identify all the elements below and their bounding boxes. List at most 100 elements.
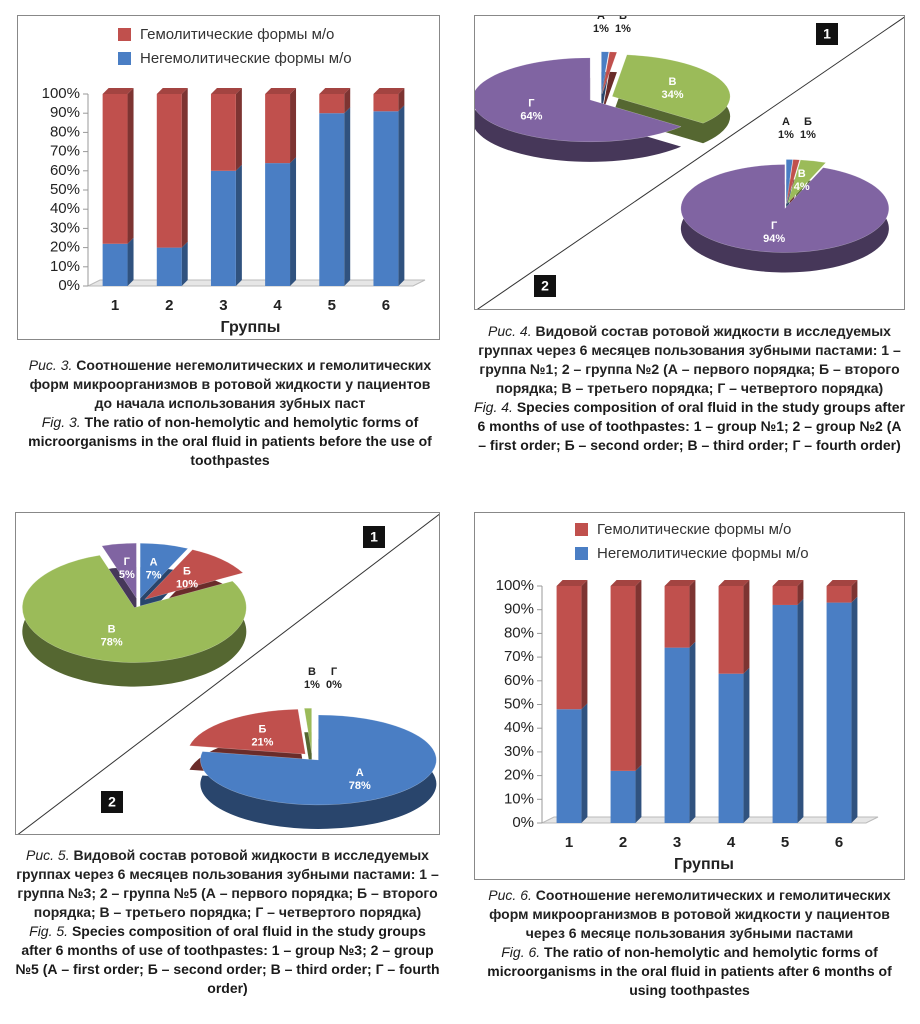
legend-swatch bbox=[118, 52, 131, 65]
y-tick-label: 60% bbox=[50, 162, 80, 179]
bar bbox=[319, 113, 345, 286]
pie-category-label: Г bbox=[771, 220, 778, 232]
caption-label: Рис. 3. bbox=[28, 357, 73, 373]
caption: Рис. 6. Соотношение негемолитических и г… bbox=[474, 886, 905, 1000]
pie-slice bbox=[601, 51, 618, 94]
caption-text: Видовой состав ротовой жидкости в исслед… bbox=[16, 847, 439, 920]
bar-side bbox=[290, 157, 297, 286]
pie-slice bbox=[787, 159, 827, 204]
bar-top bbox=[664, 580, 696, 586]
legend-label: Негемолитические формы м/о bbox=[597, 545, 809, 562]
bar bbox=[718, 586, 744, 674]
panel-badge bbox=[101, 791, 123, 813]
caption-label: Fig. 4. bbox=[474, 399, 513, 415]
pie-value-label: 34% bbox=[661, 89, 683, 101]
pie-slice bbox=[785, 159, 794, 204]
x-tick-label: 2 bbox=[165, 297, 173, 314]
bar bbox=[102, 243, 128, 286]
pie-value-label: 1% bbox=[593, 23, 609, 35]
bar-side bbox=[851, 580, 858, 603]
bar bbox=[718, 673, 744, 823]
caption: Рис. 5. Видовой состав ротовой жидкости … bbox=[15, 846, 440, 998]
y-tick-label: 50% bbox=[50, 181, 80, 198]
bar-top bbox=[319, 88, 351, 94]
legend-label: Гемолитические формы м/о bbox=[140, 26, 334, 43]
caption-label: Рис. 4. bbox=[488, 323, 532, 339]
y-tick-label: 20% bbox=[504, 767, 534, 784]
pie-slice bbox=[139, 542, 189, 599]
pie-category-label: Б bbox=[804, 116, 812, 128]
pie-category-label: Г bbox=[528, 98, 535, 110]
figure-4: А1%Б1%В34%Г64%1А1%Б1%В4%Г94%2 bbox=[474, 15, 905, 310]
bar bbox=[664, 647, 690, 823]
bar-top bbox=[718, 580, 750, 586]
bar bbox=[610, 586, 636, 771]
legend-swatch bbox=[575, 523, 588, 536]
pie-category-label: А bbox=[150, 557, 158, 569]
bar bbox=[556, 586, 582, 710]
x-axis-label: Группы bbox=[221, 319, 281, 336]
panel-label: 2 bbox=[108, 794, 116, 810]
pie-value-label: 1% bbox=[304, 679, 320, 691]
bar bbox=[265, 163, 291, 286]
diagonal bbox=[17, 513, 439, 834]
y-tick-label: 30% bbox=[50, 219, 80, 236]
caption-label: Рис. 5. bbox=[26, 847, 70, 863]
bar-side bbox=[797, 580, 804, 605]
pie-value-label: 7% bbox=[146, 570, 162, 582]
x-tick-label: 5 bbox=[781, 834, 789, 851]
y-tick-label: 40% bbox=[50, 200, 80, 217]
pie-value-label: 10% bbox=[176, 578, 198, 590]
pie-value-label: 5% bbox=[119, 569, 135, 581]
bar bbox=[156, 94, 182, 248]
caption: Рис. 3. Соотношение негемолитических и г… bbox=[20, 356, 440, 470]
pie-value-label: 1% bbox=[778, 129, 794, 141]
bar bbox=[556, 709, 582, 823]
pie-category-label: А bbox=[597, 15, 605, 22]
pie-slice bbox=[601, 51, 610, 94]
bar bbox=[210, 94, 236, 171]
y-tick-label: 10% bbox=[504, 790, 534, 807]
bar-side bbox=[290, 88, 297, 164]
pie-value-label: 78% bbox=[101, 637, 123, 649]
caption-text: The ratio of non-hemolytic and hemolytic… bbox=[28, 414, 432, 468]
bar-top bbox=[156, 88, 188, 94]
pie-category-label: А bbox=[356, 767, 364, 779]
y-tick-label: 90% bbox=[50, 104, 80, 121]
bar-side bbox=[689, 641, 696, 823]
panel-badge bbox=[534, 275, 556, 297]
pie-slice bbox=[22, 554, 247, 663]
y-tick-label: 60% bbox=[504, 672, 534, 689]
pie-slice bbox=[680, 164, 890, 253]
bar bbox=[319, 94, 345, 114]
caption-ru: Рис. 4. Видовой состав ротовой жидкости … bbox=[474, 322, 905, 398]
bar-side bbox=[635, 764, 642, 823]
bar bbox=[373, 94, 399, 112]
x-tick-label: 6 bbox=[835, 834, 843, 851]
caption-ru: Рис. 5. Видовой состав ротовой жидкости … bbox=[15, 846, 440, 922]
bar-side bbox=[689, 580, 696, 648]
bar-side bbox=[851, 596, 858, 823]
y-tick-label: 10% bbox=[50, 258, 80, 275]
caption-ru: Рис. 3. Соотношение негемолитических и г… bbox=[20, 356, 440, 413]
caption-text: The ratio of non-hemolytic and hemolytic… bbox=[487, 944, 892, 998]
y-tick-label: 70% bbox=[504, 648, 534, 665]
pie-value-label: 0% bbox=[326, 679, 342, 691]
x-tick-label: 1 bbox=[565, 834, 573, 851]
legend-swatch bbox=[575, 547, 588, 560]
y-tick-label: 20% bbox=[50, 239, 80, 256]
bar bbox=[826, 602, 852, 823]
figure-6: Гемолитические формы м/о Негемолитические… bbox=[474, 512, 905, 880]
legend-label: Гемолитические формы м/о bbox=[597, 521, 791, 538]
bar-side bbox=[235, 88, 242, 171]
bar bbox=[664, 586, 690, 648]
y-tick-label: 50% bbox=[504, 695, 534, 712]
pie-slice bbox=[786, 159, 800, 204]
caption: Рис. 4. Видовой состав ротовой жидкости … bbox=[474, 322, 905, 455]
bar-side bbox=[398, 88, 405, 112]
pie-slice bbox=[611, 54, 731, 124]
bar bbox=[156, 247, 182, 286]
caption-text: Соотношение негемолитических и гемолитич… bbox=[489, 887, 891, 941]
bar-side bbox=[581, 703, 588, 823]
